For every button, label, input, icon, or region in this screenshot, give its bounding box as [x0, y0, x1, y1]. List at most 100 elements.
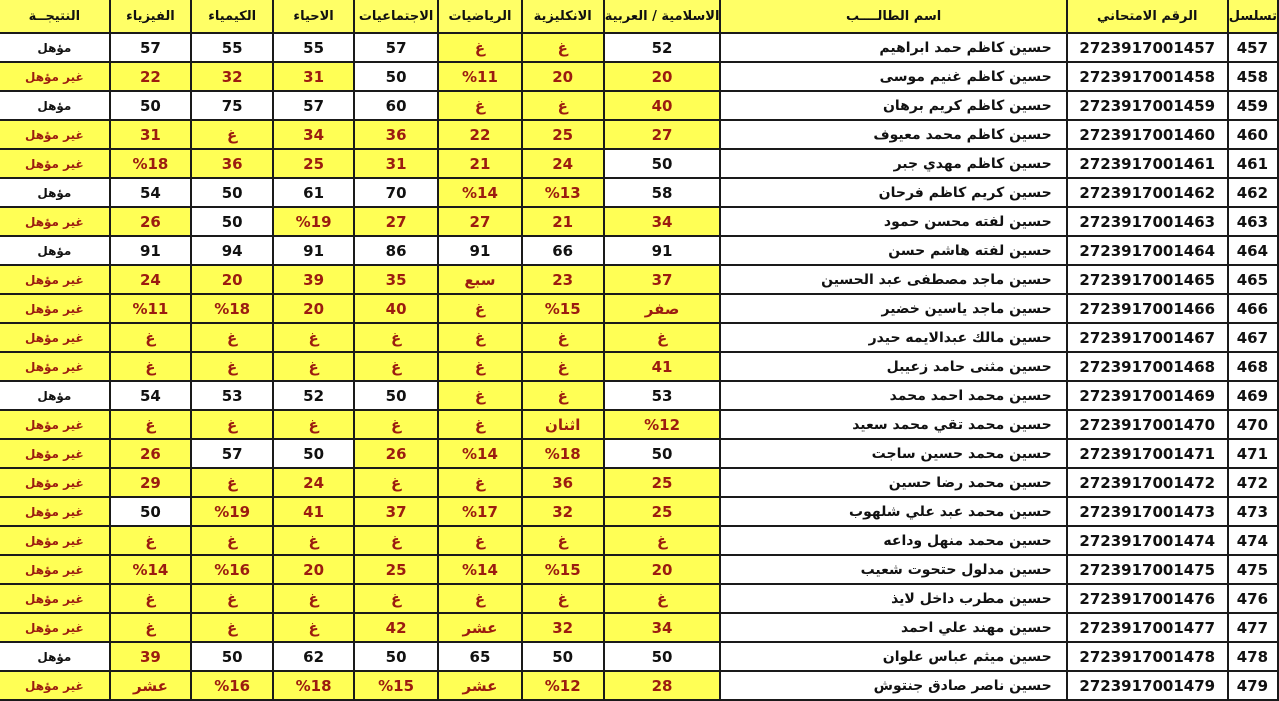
cell-seq: 464	[1226, 235, 1279, 266]
cell-seq: 479	[1226, 670, 1279, 701]
cell-seq: 474	[1226, 525, 1279, 556]
cell-chemistry: غ	[190, 351, 275, 382]
cell-seq: 461	[1226, 148, 1279, 179]
cell-student-name: حسين مالك عبدالايمه حيدر	[719, 322, 1068, 353]
cell-exam-number: 2723917001467	[1065, 322, 1229, 353]
cell-islamic-arabic: 25	[602, 496, 722, 527]
cell-biology: 91	[272, 235, 355, 266]
cell-chemistry: غ	[190, 322, 275, 353]
cell-result: غير مؤهل	[0, 61, 111, 92]
cell-biology: 62	[272, 641, 355, 672]
cell-exam-number: 2723917001469	[1065, 380, 1229, 411]
cell-exam-number: 2723917001477	[1065, 612, 1229, 643]
cell-english: 20	[520, 61, 605, 92]
cell-chemistry: غ	[190, 612, 275, 643]
cell-result: مؤهل	[0, 641, 111, 672]
cell-physics: 50	[108, 496, 193, 527]
table-row: 457 2723917001457 حسين كاظم حمد ابراهيم 52 غ…	[0, 32, 1279, 63]
cell-math: غ	[437, 409, 523, 440]
cell-math: 22	[437, 119, 523, 150]
table-row: 478 2723917001478 حسين ميثم عباس علوان 50 50…	[0, 641, 1279, 672]
cell-social: 50	[352, 641, 440, 672]
table-row: 461 2723917001461 حسين كاظم مهدي جبر 50 24 21…	[0, 148, 1279, 179]
cell-islamic-arabic: 25	[602, 467, 722, 498]
cell-seq: 475	[1226, 554, 1279, 585]
cell-physics: 57	[108, 32, 193, 63]
cell-islamic-arabic: 53	[602, 380, 722, 411]
cell-exam-number: 2723917001460	[1065, 119, 1229, 150]
cell-student-name: حسين كاظم غنيم موسى	[719, 61, 1068, 92]
cell-result: غير مؤهل	[0, 438, 111, 469]
header-student-name: اسم الطالــــب	[719, 0, 1068, 34]
cell-seq: 460	[1226, 119, 1279, 150]
cell-chemistry: %16	[190, 670, 275, 701]
cell-english: %18	[520, 438, 605, 469]
cell-chemistry: 32	[190, 61, 275, 92]
header-chemistry: الكيمياء	[190, 0, 275, 34]
cell-seq: 477	[1226, 612, 1279, 643]
cell-physics: 24	[108, 264, 193, 295]
cell-seq: 469	[1226, 380, 1279, 411]
cell-math: غ	[437, 32, 523, 63]
cell-result: غير مؤهل	[0, 612, 111, 643]
table-row: 472 2723917001472 حسين محمد رضا حسين 25 36 غ غ…	[0, 467, 1279, 498]
cell-exam-number: 2723917001463	[1065, 206, 1229, 237]
cell-islamic-arabic: غ	[602, 322, 722, 353]
cell-seq: 462	[1226, 177, 1279, 208]
cell-exam-number: 2723917001458	[1065, 61, 1229, 92]
table-row: 459 2723917001459 حسين كاظم كريم برهان 40 غ غ…	[0, 90, 1279, 121]
cell-islamic-arabic: 20	[602, 554, 722, 585]
cell-english: %12	[520, 670, 605, 701]
cell-math: 27	[437, 206, 523, 237]
cell-seq: 468	[1226, 351, 1279, 382]
cell-biology: 20	[272, 554, 355, 585]
cell-chemistry: 53	[190, 380, 275, 411]
cell-exam-number: 2723917001459	[1065, 90, 1229, 121]
cell-exam-number: 2723917001479	[1065, 670, 1229, 701]
cell-islamic-arabic: 50	[602, 438, 722, 469]
cell-seq: 459	[1226, 90, 1279, 121]
cell-student-name: حسين محمد رضا حسين	[719, 467, 1068, 498]
table-row: 474 2723917001474 حسين محمد منهل وداعه غ غ غ غ…	[0, 525, 1279, 556]
cell-biology: 41	[272, 496, 355, 527]
cell-chemistry: غ	[190, 467, 275, 498]
cell-exam-number: 2723917001478	[1065, 641, 1229, 672]
cell-biology: 34	[272, 119, 355, 150]
cell-result: غير مؤهل	[0, 322, 111, 353]
cell-physics: %18	[108, 148, 193, 179]
cell-islamic-arabic: غ	[602, 525, 722, 556]
cell-physics: 22	[108, 61, 193, 92]
cell-math: غ	[437, 90, 523, 121]
cell-physics: غ	[108, 583, 193, 614]
cell-student-name: حسين كاظم مهدي جبر	[719, 148, 1068, 179]
cell-physics: عشر	[108, 670, 193, 701]
cell-student-name: حسين محمد عبد علي شلهوب	[719, 496, 1068, 527]
cell-math: 91	[437, 235, 523, 266]
cell-result: مؤهل	[0, 235, 111, 266]
cell-social: 37	[352, 496, 440, 527]
cell-english: اثنان	[520, 409, 605, 440]
cell-exam-number: 2723917001476	[1065, 583, 1229, 614]
cell-english: 36	[520, 467, 605, 498]
cell-physics: غ	[108, 612, 193, 643]
cell-physics: 54	[108, 177, 193, 208]
cell-islamic-arabic: صفر	[602, 293, 722, 324]
cell-social: غ	[352, 322, 440, 353]
header-row: تسلسل الرقم الامتحاني اسم الطالــــب الاسلا…	[0, 0, 1279, 34]
cell-result: غير مؤهل	[0, 148, 111, 179]
cell-islamic-arabic: 20	[602, 61, 722, 92]
cell-social: غ	[352, 351, 440, 382]
cell-islamic-arabic: 41	[602, 351, 722, 382]
cell-english: غ	[520, 90, 605, 121]
cell-chemistry: 75	[190, 90, 275, 121]
cell-math: %14	[437, 554, 523, 585]
cell-biology: %18	[272, 670, 355, 701]
cell-islamic-arabic: غ	[602, 583, 722, 614]
header-seq: تسلسل	[1226, 0, 1279, 34]
cell-physics: غ	[108, 525, 193, 556]
header-exam-number: الرقم الامتحاني	[1065, 0, 1229, 34]
cell-result: غير مؤهل	[0, 554, 111, 585]
cell-biology: غ	[272, 612, 355, 643]
cell-physics: 50	[108, 90, 193, 121]
cell-english: غ	[520, 380, 605, 411]
